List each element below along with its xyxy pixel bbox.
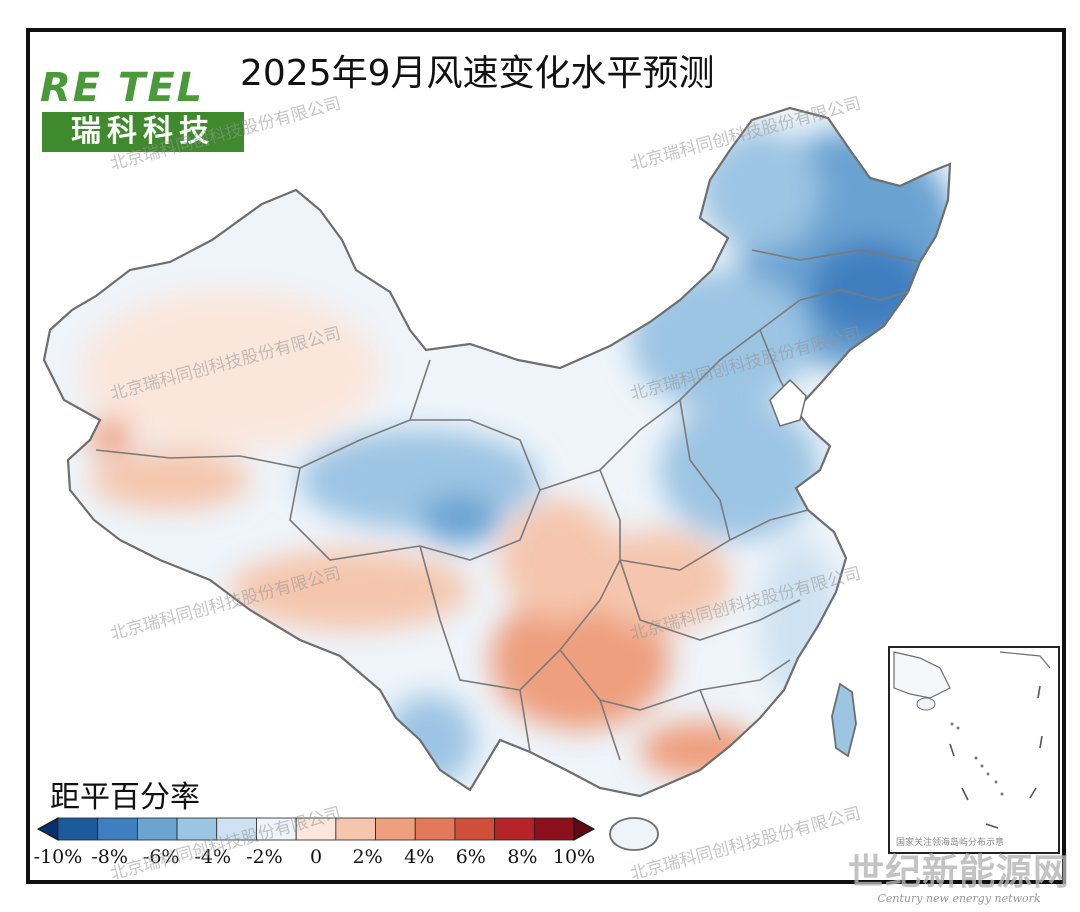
anomaly-north-plain-negative	[660, 400, 820, 540]
bohai-sea	[769, 378, 807, 427]
anomaly-sichuan-positive	[500, 500, 620, 620]
border-south-central	[559, 649, 791, 711]
legend-tick-label: 8%	[507, 846, 538, 868]
footer-name-en: Century new energy network	[877, 892, 1041, 905]
island-dot	[956, 726, 960, 730]
border-central-east	[599, 469, 809, 571]
legend-cap-low	[36, 817, 59, 841]
inset-coast	[999, 651, 1051, 669]
legend-labels: -10% -8% -6% -4% -2% 0 2% 4% 6% 8% 10%	[33, 846, 596, 874]
legend-tick-label: -8%	[91, 846, 128, 868]
legend-swatch	[57, 817, 99, 841]
inset-islands	[950, 722, 1004, 796]
legend-swatch	[375, 817, 416, 841]
dash-3	[985, 823, 999, 829]
retel-logo: RE TEL 瑞科科技	[40, 58, 246, 154]
legend-swatch	[454, 817, 496, 841]
footer-logo: 世纪新能源网 Century new energy network	[846, 852, 1072, 908]
provincial-borders	[95, 249, 921, 761]
dash-1	[949, 743, 955, 757]
legend-tick-label: -10%	[33, 846, 83, 868]
legend-swatch	[256, 817, 297, 841]
inset-hainan	[916, 697, 936, 711]
anomaly-tibet-positive	[230, 550, 470, 630]
border-jilin	[799, 289, 909, 301]
dash-5	[1039, 735, 1043, 749]
anomaly-southwest-positive	[490, 590, 670, 730]
inset-map	[893, 651, 1051, 829]
inset-caption: 国家关注领海岛屿分布示意	[896, 838, 1005, 848]
anomaly-xinjiang-positive	[80, 290, 380, 450]
legend-tick-label: 6%	[455, 846, 486, 868]
legend-swatch	[335, 817, 376, 841]
island-dot	[986, 772, 990, 776]
legend-swatch	[414, 817, 456, 841]
legend-tick-label: 4%	[404, 846, 435, 868]
anomaly-south-xinjiang-positive	[90, 450, 250, 510]
hainan-island	[609, 817, 659, 851]
dash-2	[961, 787, 969, 801]
border-heilongjiang	[751, 249, 921, 263]
legend-tick-label: 0	[309, 846, 323, 868]
legend-title: 距平百分率	[50, 780, 200, 815]
legend-swatch	[295, 817, 337, 841]
inset-mainland	[893, 651, 951, 699]
anomaly-qinghai-core	[420, 495, 500, 545]
national-border	[42, 106, 952, 798]
legend-swatch	[216, 817, 257, 841]
logo-wordmark: RE TEL	[40, 65, 205, 111]
legend-tick-label: 10%	[552, 846, 596, 868]
inset-nine-dash-line	[949, 685, 1043, 829]
taiwan-island	[831, 682, 857, 758]
south-china-sea-inset: 国家关注领海岛屿分布示意	[888, 646, 1060, 854]
island-dot	[994, 780, 998, 784]
legend-tick-label: -4%	[194, 846, 232, 868]
legend-tick-label: -6%	[142, 846, 180, 868]
legend-cap-high	[573, 817, 596, 841]
footer-name-cn: 世纪新能源网	[847, 851, 1070, 893]
border-guangxi-guangdong	[599, 699, 621, 761]
legend-swatch	[494, 817, 535, 841]
legend-colorbar	[36, 817, 596, 841]
anomaly-north-negative	[700, 130, 820, 250]
border-xizang-qinghai	[289, 467, 421, 561]
legend-tick-label: 2%	[352, 846, 383, 868]
logo-name-cn: 瑞科科技	[42, 112, 244, 152]
legend-tick-label: -2%	[246, 846, 283, 868]
island-dot	[974, 756, 978, 760]
island-dot	[1000, 792, 1004, 796]
legend-swatch	[176, 817, 218, 841]
anomaly-west-xinjiang-core	[88, 418, 132, 454]
dash-6	[1037, 685, 1041, 699]
anomaly-field	[44, 108, 950, 796]
map-title: 2025年9月风速变化水平预测	[240, 53, 715, 94]
border-hebei-henan	[679, 399, 731, 541]
anomaly-yunnan-negative	[385, 695, 475, 785]
border-yangtze	[619, 559, 801, 641]
anomaly-central-positive	[590, 530, 730, 630]
island-dot	[980, 764, 984, 768]
anomaly-qinghai-negative	[300, 430, 540, 530]
dash-4	[1029, 787, 1037, 799]
legend-swatch	[533, 817, 575, 841]
island-dot	[950, 722, 954, 726]
anomaly-east-coast-negative	[760, 540, 840, 700]
legend-swatch	[97, 817, 138, 841]
legend-swatch	[136, 817, 178, 841]
border-guangdong-fujian	[699, 689, 721, 741]
border-yunnan-guangxi	[519, 689, 531, 753]
